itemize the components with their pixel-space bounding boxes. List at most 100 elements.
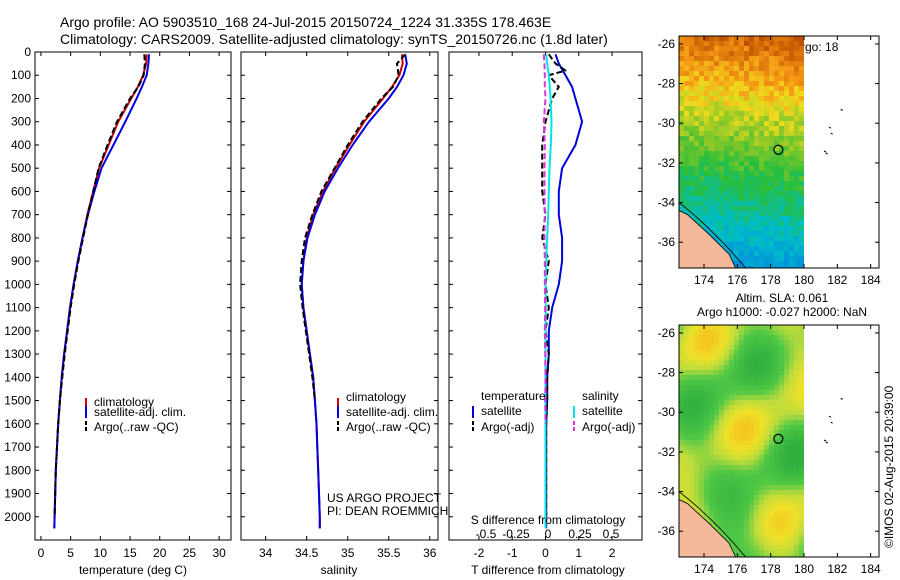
map-cell <box>744 330 750 336</box>
map-cell <box>759 246 765 252</box>
map-cell <box>759 101 765 107</box>
map-cell <box>729 340 735 346</box>
map-cell <box>734 475 740 481</box>
map-cell <box>759 350 765 356</box>
map-cell <box>784 126 790 132</box>
map-cell <box>709 71 715 77</box>
map-cell <box>784 450 790 456</box>
map-cell <box>694 91 700 97</box>
map-cell <box>764 535 770 541</box>
map-cell <box>704 201 710 207</box>
map-cell <box>779 535 785 541</box>
map-cell <box>744 256 750 262</box>
map-cell <box>754 535 760 541</box>
map-cell <box>699 380 705 386</box>
map-cell <box>729 365 735 371</box>
map-cell <box>714 176 720 182</box>
y-tick-label: 800 <box>11 231 31 245</box>
map-cell <box>734 96 740 102</box>
map-cell <box>699 196 705 202</box>
map-cell <box>729 375 735 381</box>
map-cell <box>789 126 795 132</box>
map-cell <box>794 360 800 366</box>
map-cell <box>689 400 695 406</box>
map-cell <box>784 76 790 82</box>
map-cell <box>694 176 700 182</box>
map-cell <box>714 111 720 117</box>
map-cell <box>724 425 730 431</box>
island <box>840 108 843 111</box>
map-cell <box>704 111 710 117</box>
map-cell <box>759 196 765 202</box>
map-cell <box>794 405 800 411</box>
map-cell <box>789 360 795 366</box>
map-cell <box>749 395 755 401</box>
map-cell <box>734 520 740 526</box>
map-cell <box>759 325 765 331</box>
map-cell <box>739 116 745 122</box>
map-cell <box>729 61 735 67</box>
map-cell <box>684 345 690 351</box>
map-cell <box>754 325 760 331</box>
map-cell <box>764 66 770 72</box>
map-cell <box>779 340 785 346</box>
map-cell <box>724 146 730 152</box>
map-cell <box>779 176 785 182</box>
map-cell <box>794 520 800 526</box>
map-cell <box>694 445 700 451</box>
map-cell <box>774 221 780 227</box>
map-cell <box>749 450 755 456</box>
map-cell <box>764 460 770 466</box>
map-cell <box>784 131 790 137</box>
map-cell <box>689 121 695 127</box>
map-cell <box>689 405 695 411</box>
map-cell <box>779 540 785 546</box>
map-cell <box>769 325 775 331</box>
map-cell <box>734 500 740 506</box>
map-lon-label: 174 <box>694 273 714 287</box>
map-cell <box>699 335 705 341</box>
map-cell <box>729 380 735 386</box>
map-cell <box>684 425 690 431</box>
map-cell <box>704 325 710 331</box>
map-cell <box>709 415 715 421</box>
map-cell <box>739 350 745 356</box>
top-axis-label: S difference from climatology <box>471 513 626 527</box>
map-cell <box>789 216 795 222</box>
map-cell <box>784 101 790 107</box>
map-cell <box>709 156 715 162</box>
map-cell <box>749 256 755 262</box>
map-cell <box>709 435 715 441</box>
map-cell <box>749 131 755 137</box>
map-cell <box>689 470 695 476</box>
map-cell <box>754 365 760 371</box>
map-cell <box>729 525 735 531</box>
map-cell <box>699 510 705 516</box>
map-cell <box>769 181 775 187</box>
map-cell <box>784 490 790 496</box>
map-cell <box>679 455 685 461</box>
map-cell <box>779 131 785 137</box>
map-cell <box>684 430 690 436</box>
map-cell <box>754 520 760 526</box>
map-cell <box>789 96 795 102</box>
map-cell <box>694 206 700 212</box>
map-cell <box>694 390 700 396</box>
land-new-zealand <box>679 210 737 268</box>
map-cell <box>679 385 685 391</box>
map-cell <box>744 126 750 132</box>
map-cell <box>779 480 785 486</box>
map-cell <box>719 211 725 217</box>
map-cell <box>759 256 765 262</box>
map-cell <box>784 360 790 366</box>
map-cell <box>734 395 740 401</box>
map-cell <box>689 395 695 401</box>
map-cell <box>774 241 780 247</box>
map-cell <box>789 515 795 521</box>
map-cell <box>734 41 740 47</box>
map-cell <box>719 365 725 371</box>
map-cell <box>714 206 720 212</box>
map-cell <box>724 380 730 386</box>
map-cell <box>799 196 804 202</box>
map-cell <box>739 475 745 481</box>
